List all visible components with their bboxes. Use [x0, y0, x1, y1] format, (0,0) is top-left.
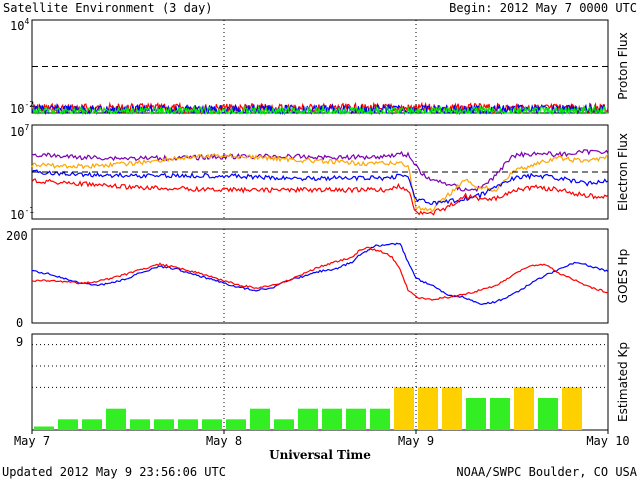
- kp-bars: [34, 387, 582, 430]
- chart-title: Satellite Environment (3 day): [3, 1, 213, 15]
- proton-ytick-bottom: 10-2: [10, 100, 34, 116]
- xtick-may7: May 7: [14, 434, 50, 448]
- proton-flux-series-green: [31, 104, 608, 116]
- xtick-may8: May 8: [206, 434, 242, 448]
- kp-bar: [466, 398, 486, 430]
- electron-flux-series-orange: [31, 152, 609, 213]
- electron-flux-series-purple: [31, 149, 609, 193]
- xtick-may10: May 10: [586, 434, 629, 448]
- kp-bar: [154, 419, 174, 430]
- updated-timestamp: Updated 2012 May 9 23:56:06 UTC: [2, 465, 226, 479]
- electron-flux-label: Electron Flux: [616, 133, 630, 211]
- kp-bar: [538, 398, 558, 430]
- kp-bar: [322, 408, 342, 430]
- kp-bar: [82, 419, 102, 430]
- kp-bar: [370, 408, 390, 430]
- x-axis-title: Universal Time: [269, 448, 371, 462]
- kp-bar: [250, 408, 270, 430]
- credit-text: NOAA/SWPC Boulder, CO USA: [456, 465, 637, 479]
- electron-flux-lines: [31, 149, 609, 216]
- proton-panel-frame: [31, 19, 609, 114]
- proton-flux-lines: [31, 101, 609, 116]
- electron-ytick-bottom: 10-1: [10, 206, 34, 222]
- goes-hp-label: GOES Hp: [616, 249, 630, 303]
- electron-flux-series-red: [31, 178, 609, 216]
- goes-hp-lines: [31, 242, 609, 306]
- kp-bar: [178, 419, 198, 430]
- kp-bar: [514, 387, 534, 430]
- proton-ytick-top: 104: [10, 17, 29, 33]
- kp-bar: [274, 419, 294, 430]
- guide-lines: [31, 20, 609, 434]
- kp-ytick-top: 9: [16, 335, 23, 349]
- hp-ytick-bottom: 0: [16, 316, 23, 330]
- hp-ytick-top: 200: [6, 229, 28, 243]
- kp-bar: [346, 408, 366, 430]
- hp-panel-frame: [31, 228, 609, 324]
- electron-flux-series-blue: [31, 169, 609, 206]
- kp-bar: [394, 387, 414, 430]
- kp-bar: [106, 408, 126, 430]
- kp-panel-frame: [31, 333, 609, 431]
- xtick-may9: May 9: [398, 434, 434, 448]
- electron-ytick-top: 107: [10, 123, 29, 139]
- electron-panel-frame: [31, 124, 609, 220]
- kp-bar: [298, 408, 318, 430]
- begin-timestamp: Begin: 2012 May 7 0000 UTC: [449, 1, 637, 15]
- kp-bar: [562, 387, 582, 430]
- kp-bar: [202, 419, 222, 430]
- kp-bar: [34, 426, 54, 430]
- kp-bar: [418, 387, 438, 430]
- kp-bar: [130, 419, 150, 430]
- goes-hp-series-red: [31, 246, 609, 301]
- goes-hp-series-blue: [32, 242, 609, 306]
- kp-bar: [490, 398, 510, 430]
- kp-bar: [442, 387, 462, 430]
- kp-bar: [58, 419, 78, 430]
- proton-flux-label: Proton Flux: [616, 32, 630, 99]
- estimated-kp-label: Estimated Kp: [616, 342, 630, 422]
- kp-bar: [226, 419, 246, 430]
